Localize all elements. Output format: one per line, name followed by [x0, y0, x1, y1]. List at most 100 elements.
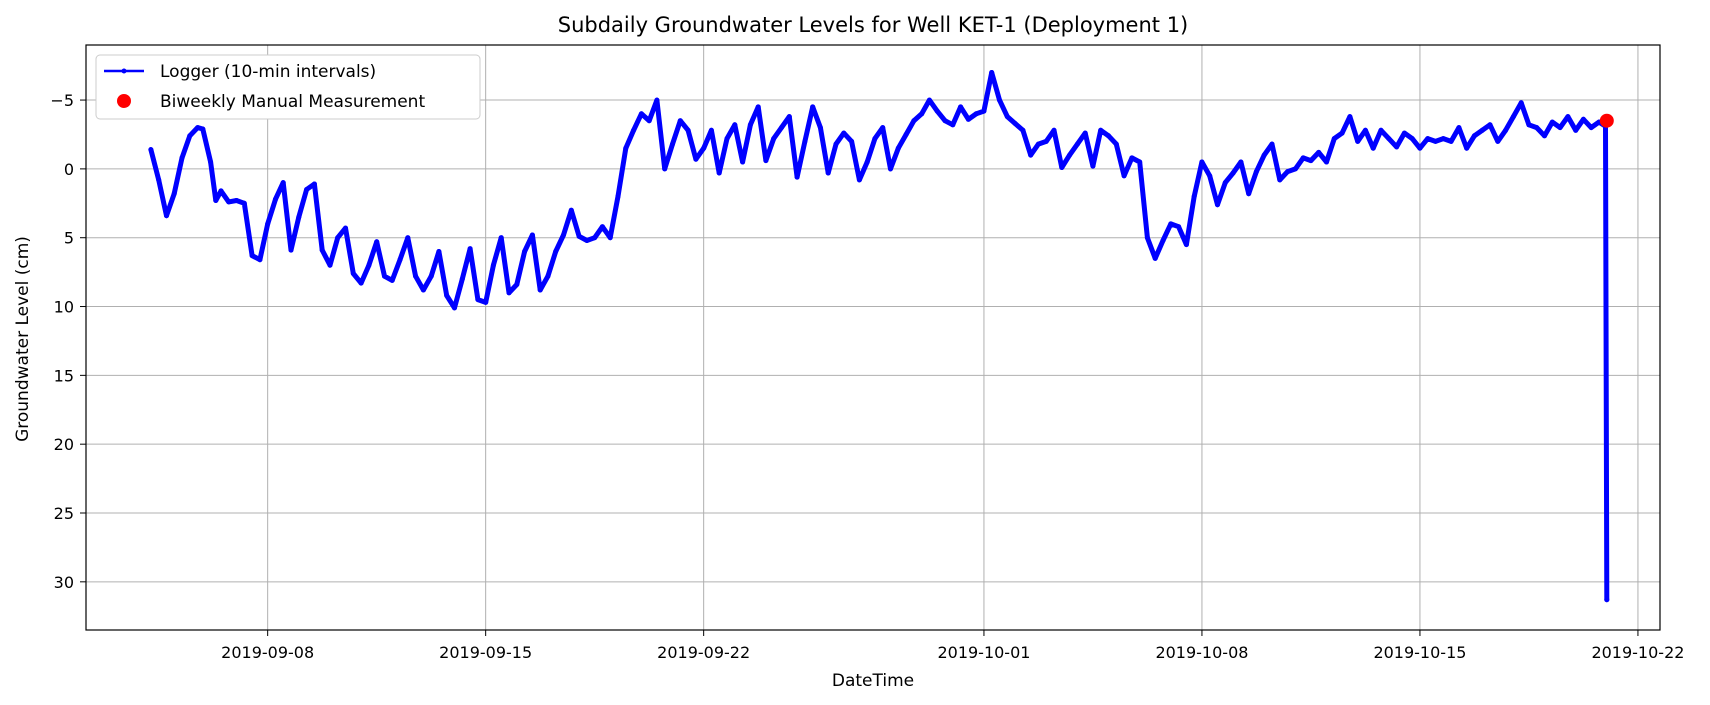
- logger-point: [1495, 138, 1501, 144]
- y-axis-label: Groundwater Level (cm): [13, 236, 33, 442]
- logger-point: [1542, 133, 1547, 139]
- logger-point: [1604, 597, 1610, 603]
- logger-point: [1137, 159, 1143, 165]
- logger-point: [1355, 138, 1361, 144]
- logger-point: [452, 305, 457, 311]
- logger-point: [506, 290, 512, 296]
- logger-point: [1113, 141, 1119, 147]
- logger-point: [1176, 224, 1182, 230]
- logger-point: [296, 214, 302, 220]
- logger-point: [623, 145, 629, 151]
- x-tick-label: 2019-10-22: [1591, 643, 1684, 662]
- logger-point: [568, 207, 574, 213]
- logger-point: [156, 177, 162, 183]
- logger-point: [1471, 133, 1477, 139]
- logger-series-line: [148, 70, 1610, 603]
- logger-point: [856, 177, 862, 183]
- legend: Logger (10-min intervals) Biweekly Manua…: [95, 54, 481, 120]
- logger-point: [311, 181, 317, 187]
- logger-point: [397, 257, 403, 263]
- y-tick-label: 5: [64, 229, 74, 248]
- logger-point: [1059, 165, 1065, 170]
- logger-point: [1370, 145, 1376, 151]
- logger-point: [257, 257, 263, 263]
- legend-manual-label: Biweekly Manual Measurement: [160, 92, 425, 112]
- logger-point: [1347, 114, 1353, 120]
- logger-point: [724, 136, 730, 142]
- legend-logger-label: Logger (10-min intervals): [160, 62, 376, 82]
- logger-point: [319, 247, 325, 253]
- logger-point: [833, 141, 839, 147]
- logger-point: [241, 200, 247, 206]
- logger-point: [374, 239, 380, 245]
- logger-point: [273, 196, 278, 202]
- logger-point: [413, 273, 419, 279]
- logger-point: [1051, 127, 1057, 133]
- logger-point: [779, 125, 784, 131]
- logger-point: [997, 97, 1002, 103]
- logger-point: [1464, 145, 1470, 151]
- logger-point: [1331, 136, 1337, 142]
- logger-point: [288, 247, 294, 253]
- logger-point: [187, 133, 193, 139]
- logger-point: [1487, 122, 1493, 128]
- logger-point: [919, 111, 925, 117]
- logger-point: [420, 287, 426, 293]
- x-axis-label: DateTime: [832, 671, 914, 691]
- logger-point: [654, 97, 660, 103]
- logger-point: [164, 213, 169, 219]
- logger-point: [1121, 173, 1127, 179]
- manual-measurement-point: [1599, 113, 1614, 128]
- logger-point: [405, 235, 411, 241]
- logger-point: [200, 126, 206, 132]
- logger-point: [771, 136, 777, 142]
- logger-point: [179, 155, 185, 161]
- logger-point: [280, 180, 286, 186]
- y-tick-label: −5: [50, 91, 74, 110]
- logger-point: [1230, 170, 1236, 176]
- x-axis-ticks: 2019-09-08 2019-09-15 2019-09-22 2019-10-01…: [221, 630, 1684, 662]
- logger-point: [171, 191, 177, 197]
- x-tick-label: 2019-10-01: [937, 643, 1030, 662]
- logger-point: [973, 111, 979, 117]
- logger-point: [1012, 121, 1018, 126]
- logger-point: [763, 158, 769, 164]
- logger-point: [389, 277, 395, 283]
- logger-point: [304, 187, 310, 192]
- logger-point: [208, 159, 214, 165]
- logger-point: [911, 118, 917, 124]
- y-tick-label: 20: [54, 435, 74, 454]
- logger-point: [1261, 152, 1267, 158]
- logger-point: [934, 108, 940, 114]
- logger-point: [436, 249, 442, 254]
- y-tick-label: 0: [64, 160, 74, 179]
- logger-point: [1207, 173, 1213, 179]
- logger-point: [1067, 152, 1073, 158]
- logger-point: [1409, 136, 1415, 142]
- logger-point: [740, 159, 746, 165]
- x-tick-label: 2019-09-15: [439, 643, 532, 662]
- logger-point: [234, 198, 239, 203]
- logger-point: [693, 156, 699, 162]
- logger-point: [638, 111, 644, 117]
- logger-point: [1308, 158, 1314, 164]
- logger-point: [670, 141, 675, 147]
- logger-point: [747, 122, 753, 128]
- logger-point: [662, 166, 668, 172]
- logger-point: [825, 170, 831, 176]
- logger-point: [1129, 155, 1135, 161]
- logger-point: [327, 262, 333, 268]
- x-tick-label: 2019-10-15: [1373, 643, 1466, 662]
- logger-point: [615, 193, 621, 199]
- logger-point: [537, 287, 543, 293]
- logger-point: [1316, 149, 1322, 155]
- logger-point: [716, 170, 722, 176]
- logger-point: [1526, 122, 1532, 128]
- logger-point: [1253, 169, 1259, 175]
- logger-point: [1160, 238, 1166, 243]
- logger-point: [1588, 125, 1594, 131]
- logger-point: [148, 147, 154, 153]
- logger-point: [195, 125, 201, 131]
- logger-point: [1518, 100, 1524, 106]
- x-tick-label: 2019-09-08: [221, 643, 314, 662]
